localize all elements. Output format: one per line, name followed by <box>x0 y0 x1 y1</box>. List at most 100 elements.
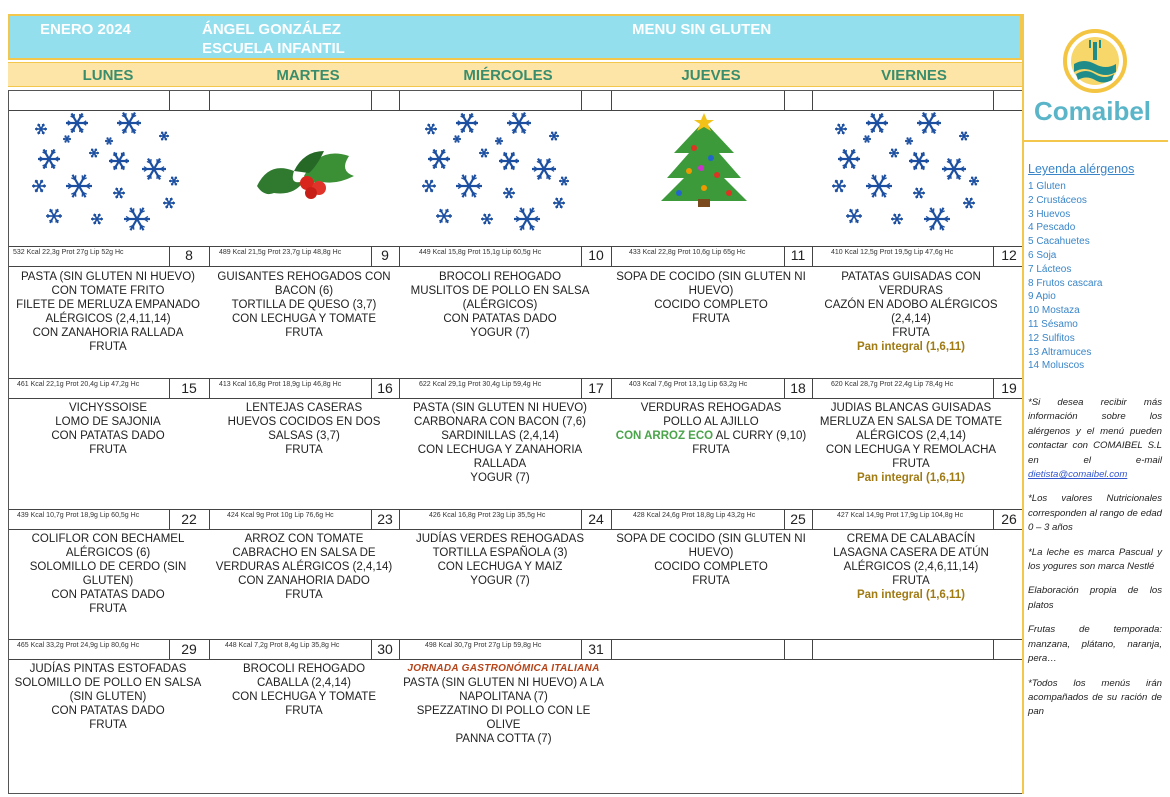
menu-line: CON PATATAS DADO <box>51 705 165 717</box>
menu-line: MERLUZA EN SALSA DE TOMATE <box>819 416 1003 428</box>
grid-line <box>993 246 994 266</box>
grid-line <box>169 509 170 529</box>
grid-line <box>399 378 400 398</box>
snowflakes-icon <box>422 112 569 231</box>
snowflake-icon <box>891 213 903 225</box>
snowflake-icon <box>495 137 503 145</box>
weekday-monday: LUNES <box>82 67 134 84</box>
menu-line: JUDÍAS VERDES REHOGADAS <box>415 533 585 545</box>
grid-line <box>993 378 994 398</box>
menu-line: NAPOLITANA (7) <box>459 691 548 703</box>
snowflake-icon <box>963 197 975 209</box>
allergen-item: 14 Moluscos <box>1028 360 1085 372</box>
grid-line <box>399 246 400 266</box>
day-number: 11 <box>790 247 806 263</box>
menu-line: HUEVOS COCIDOS EN DOS <box>227 416 381 428</box>
nutrition-info: 428 Kcal 24,6g Prot 18,8g Lip 43,2g Hc <box>633 512 756 519</box>
menu-cell: GUISANTES REHOGADOS CON BACON (6) TORTILLA… <box>205 270 403 340</box>
menu-cell: JUDÍAS PINTAS ESTOFADAS SOLOMILLO DE POLL… <box>9 662 207 732</box>
grid-line <box>581 246 582 266</box>
menu-line: SOPA DE COCIDO (SIN GLUTEN NI <box>616 533 806 545</box>
day-number: 9 <box>381 247 389 263</box>
snowflake-icon <box>917 112 941 134</box>
menu-line: BROCOLI REHOGADO <box>438 271 562 283</box>
menu-line: FRUTA <box>692 313 730 325</box>
menu-type: MENU SIN GLUTEN <box>632 21 772 38</box>
menu-line: VICHYSSOISE <box>69 402 147 414</box>
snowflake-icon <box>503 187 515 199</box>
snowflake-icon <box>499 151 519 171</box>
allergen-item: 4 Pescado <box>1028 222 1076 234</box>
menu-line: SALSAS (3,7) <box>268 430 340 442</box>
day-number: 12 <box>1001 247 1017 263</box>
snowflake-icon <box>835 123 847 135</box>
grid-line <box>9 509 1023 510</box>
grid-line <box>9 110 1023 111</box>
allergen-item: 8 Frutos cascara <box>1028 277 1103 289</box>
menu-line: FRUTA <box>892 458 930 470</box>
menu-line: ALÉRGICOS (2,4,11,14) <box>45 313 171 325</box>
school-name: ÁNGEL GONZÁLEZ <box>202 21 341 38</box>
grid-line <box>9 246 1023 247</box>
menu-line: FRUTA <box>89 341 127 353</box>
menu-line: COCIDO COMPLETO <box>654 299 768 311</box>
menu-line: FRUTA <box>692 444 730 456</box>
menu-line: SARDINILLAS (2,4,14) <box>441 430 559 442</box>
menu-cell: ARROZ CON TOMATE CABRACHO EN SALSA DE VERD… <box>205 532 403 602</box>
menu-line: BACON (6) <box>274 285 334 297</box>
month-title: ENERO 2024 <box>40 21 131 38</box>
grid-line <box>169 246 170 266</box>
menu-line: CABRACHO EN SALSA DE <box>232 547 376 559</box>
grid-line <box>9 659 1023 660</box>
menu-line: FRUTA <box>89 719 127 731</box>
menu-line: MUSLITOS DE POLLO EN SALSA <box>410 285 590 297</box>
menu-line: CON LECHUGA Y MAIZ <box>437 561 563 573</box>
snowflake-icon <box>889 148 899 158</box>
grid-line <box>812 639 813 659</box>
menu-line: FRUTA <box>89 603 127 615</box>
menu-line: SOLOMILLO DE CERDO (SIN <box>29 561 187 573</box>
grid-line <box>9 639 1023 640</box>
menu-line: YOGUR (7) <box>470 327 530 339</box>
grid-line <box>784 91 785 110</box>
grid-line <box>611 639 612 659</box>
logo-text: Comaibel <box>1034 96 1152 126</box>
sidebar: Comaibel Leyenda alérgenos 1 Gluten 2 Cr… <box>1022 14 1168 794</box>
grid-line <box>812 509 813 529</box>
nutrition-info: 449 Kcal 15,8g Prot 15,1g Lip 60,5g Hc <box>419 249 542 256</box>
nutrition-info: 424 Kcal 9g Prot 10g Lip 76,6g Hc <box>227 512 334 519</box>
bread-label: Pan integral (1,6,11) <box>856 341 965 353</box>
note-fruits: Frutas de temporada: manzana, plátano, n… <box>1028 624 1162 665</box>
day-number: 22 <box>181 511 197 527</box>
grid-line <box>784 509 785 529</box>
nutrition-info: 448 Kcal 7,2g Prot 8,4g Lip 35,8g Hc <box>225 642 340 649</box>
snowflake-icon <box>924 207 950 231</box>
nutrition-info: 426 Kcal 16,8g Prot 23g Lip 35,5g Hc <box>429 512 546 519</box>
day-number: 19 <box>1001 380 1017 396</box>
grid-line <box>812 246 813 266</box>
snowflake-icon <box>91 213 103 225</box>
menu-line: TORTILLA ESPAÑOLA (3) <box>432 547 568 559</box>
grid-line <box>209 509 210 529</box>
allergen-item: 1 Gluten <box>1028 181 1066 192</box>
nutrition-info: 461 Kcal 22,1g Prot 20,4g Lip 47,2g Hc <box>17 381 140 388</box>
day-number: 24 <box>588 511 604 527</box>
menu-line: CAZÓN EN ADOBO ALÉRGICOS <box>824 299 998 311</box>
grid-line <box>581 378 582 398</box>
menu-line: FRUTA <box>692 575 730 587</box>
email-link[interactable]: dietista@comaibel.com <box>1028 469 1128 481</box>
grid-line <box>399 509 400 529</box>
weekday-tuesday: MARTES <box>276 67 340 84</box>
nutrition-info: 413 Kcal 16,8g Prot 18,9g Lip 46,8g Hc <box>219 381 342 388</box>
grid-line <box>371 509 372 529</box>
menu-cell: VICHYSSOISE LOMO DE SAJONIA CON PATATAS DA… <box>9 401 207 457</box>
bread-label: Pan integral (1,6,11) <box>856 589 965 601</box>
menu-cell: PATATAS GUISADAS CON VERDURAS CAZÓN EN AD… <box>812 270 1010 354</box>
menu-cell: JORNADA GASTRONÓMICA ITALIANA PASTA (SIN … <box>401 662 606 746</box>
note-contact: *Si desea recibir más información sobre … <box>1028 397 1162 466</box>
grid-line <box>581 639 582 659</box>
logo-area: Comaibel <box>1024 14 1168 142</box>
menu-line: FRUTA <box>285 327 323 339</box>
menu-line: CON ARROZ ECO AL CURRY (9,10) <box>612 429 810 443</box>
grid-line <box>371 378 372 398</box>
